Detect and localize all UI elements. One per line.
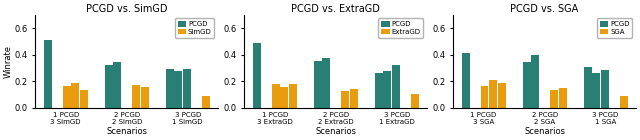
- X-axis label: Scenarios: Scenarios: [315, 127, 356, 136]
- Bar: [584, 67, 591, 108]
- Bar: [550, 90, 558, 108]
- Bar: [601, 70, 609, 108]
- Y-axis label: Winrate: Winrate: [4, 45, 13, 78]
- Legend: PCGD, SGA: PCGD, SGA: [597, 18, 632, 38]
- Bar: [341, 91, 349, 108]
- Bar: [141, 87, 148, 108]
- Bar: [271, 84, 280, 108]
- Bar: [498, 83, 506, 108]
- Bar: [174, 71, 182, 108]
- Bar: [489, 80, 497, 108]
- Bar: [523, 62, 531, 108]
- Bar: [559, 88, 566, 108]
- Bar: [411, 94, 419, 108]
- Bar: [183, 69, 191, 108]
- Bar: [132, 85, 140, 108]
- Bar: [349, 89, 358, 108]
- Bar: [80, 90, 88, 108]
- X-axis label: Scenarios: Scenarios: [106, 127, 147, 136]
- Bar: [383, 71, 391, 108]
- Bar: [322, 58, 330, 108]
- X-axis label: Scenarios: Scenarios: [524, 127, 565, 136]
- Bar: [620, 96, 628, 108]
- Bar: [289, 84, 296, 108]
- Bar: [202, 96, 210, 108]
- Bar: [392, 65, 400, 108]
- Bar: [314, 61, 322, 108]
- Bar: [253, 43, 260, 108]
- Bar: [105, 65, 113, 108]
- Title: PCGD vs. SGA: PCGD vs. SGA: [511, 4, 579, 14]
- Legend: PCGD, ExtraGD: PCGD, ExtraGD: [378, 18, 424, 38]
- Bar: [71, 83, 79, 108]
- Bar: [461, 53, 470, 108]
- Title: PCGD vs. ExtraGD: PCGD vs. ExtraGD: [291, 4, 380, 14]
- Bar: [531, 55, 539, 108]
- Bar: [113, 62, 121, 108]
- Bar: [374, 73, 383, 108]
- Bar: [280, 87, 288, 108]
- Legend: PCGD, SimGD: PCGD, SimGD: [175, 18, 214, 38]
- Title: PCGD vs. SimGD: PCGD vs. SimGD: [86, 4, 168, 14]
- Bar: [481, 86, 488, 108]
- Bar: [166, 69, 173, 108]
- Bar: [63, 86, 70, 108]
- Bar: [592, 73, 600, 108]
- Bar: [44, 40, 52, 108]
